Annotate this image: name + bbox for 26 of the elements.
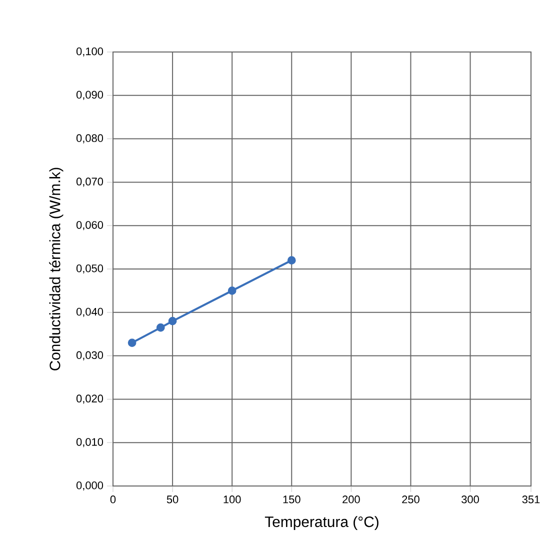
y-tick-label: 0,100 [76, 47, 104, 57]
x-tick-label: 100 [224, 496, 241, 504]
y-tick-label: 0,070 [76, 178, 104, 187]
x-axis-title: Temperatura (°C) [264, 516, 378, 530]
x-tick-label: 50 [166, 496, 178, 504]
point [287, 256, 296, 265]
x-tick-label: 300 [462, 496, 479, 504]
y-tick-label: 0,090 [76, 90, 104, 100]
point [228, 286, 236, 295]
x-tick-label: 0 [110, 496, 116, 504]
x-tick-label: 150 [283, 496, 300, 504]
point [128, 338, 136, 347]
y-tick-label: 0,040 [76, 308, 104, 317]
x-tick-label: 351 [522, 496, 540, 504]
x-tick-label: 250 [402, 496, 420, 504]
y-tick-label: 0,080 [76, 134, 104, 144]
y-tick-label: 0,010 [76, 438, 104, 448]
y-tick-label: 0,050 [76, 264, 104, 274]
x-tick-label: 200 [342, 496, 360, 504]
y-tick-label: 0,020 [76, 394, 104, 404]
point [168, 316, 177, 326]
y-tick-label: 0,030 [76, 351, 104, 360]
y-tick-label: 0,060 [76, 221, 104, 230]
y-axis-title: Conductividad térmica (W/m.k) [49, 168, 64, 370]
point [156, 323, 165, 332]
y-tick-label: 0,000 [76, 481, 104, 491]
